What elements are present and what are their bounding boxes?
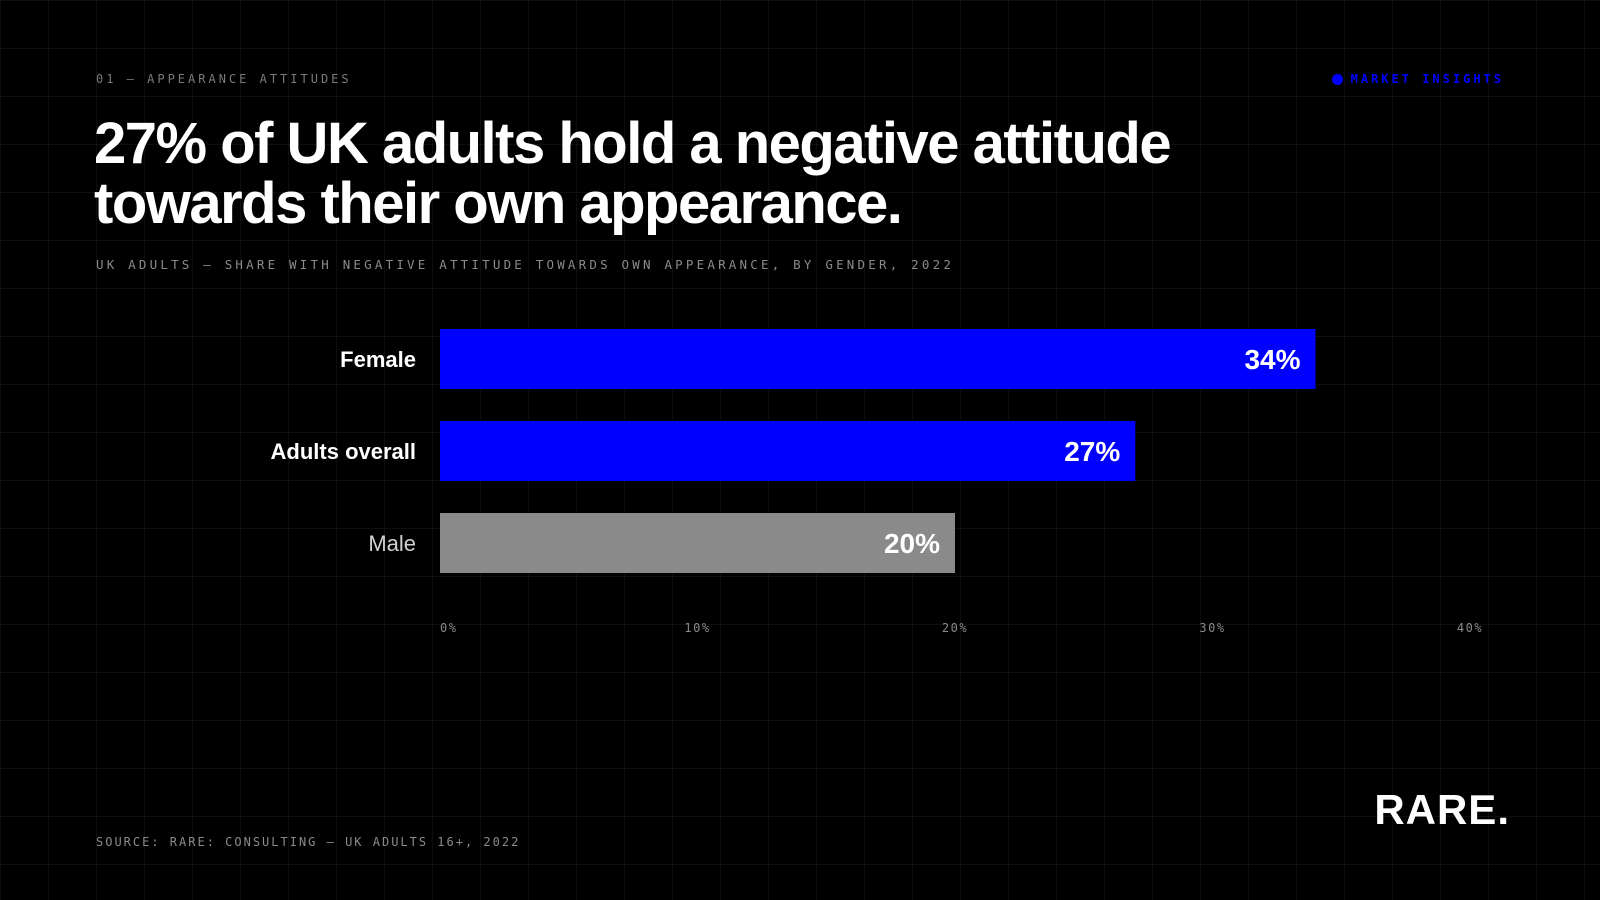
section-kicker: 01 — APPEARANCE ATTITUDES	[96, 72, 352, 86]
data-label: 34%	[1244, 344, 1300, 375]
data-label: 27%	[1064, 436, 1120, 467]
x-tick-label: 30%	[1199, 621, 1225, 635]
tag-dot-icon	[1331, 73, 1343, 85]
x-tick-label: 40%	[1457, 621, 1483, 635]
x-tick-label: 0%	[440, 621, 457, 635]
tag-label: MARKET INSIGHTS	[1350, 72, 1504, 86]
category-label: Female	[340, 347, 416, 372]
data-label: 20%	[884, 528, 940, 559]
bar-male	[440, 513, 955, 573]
chart-subtitle: UK ADULTS — SHARE WITH NEGATIVE ATTITUDE…	[96, 257, 955, 272]
brand-logo: RARE.	[1374, 786, 1510, 833]
market-insights-tag: MARKET INSIGHTS	[1331, 72, 1504, 86]
category-label: Male	[368, 531, 416, 556]
bar-adults-overall	[440, 421, 1136, 481]
x-tick-label: 20%	[942, 621, 968, 635]
bar-female	[440, 329, 1316, 389]
headline: 27% of UK adults hold a negative attitud…	[94, 111, 1172, 236]
category-label: Adults overall	[271, 439, 416, 464]
x-tick-label: 10%	[684, 621, 710, 635]
source-note: SOURCE: RARE: CONSULTING — UK ADULTS 16+…	[96, 835, 521, 849]
